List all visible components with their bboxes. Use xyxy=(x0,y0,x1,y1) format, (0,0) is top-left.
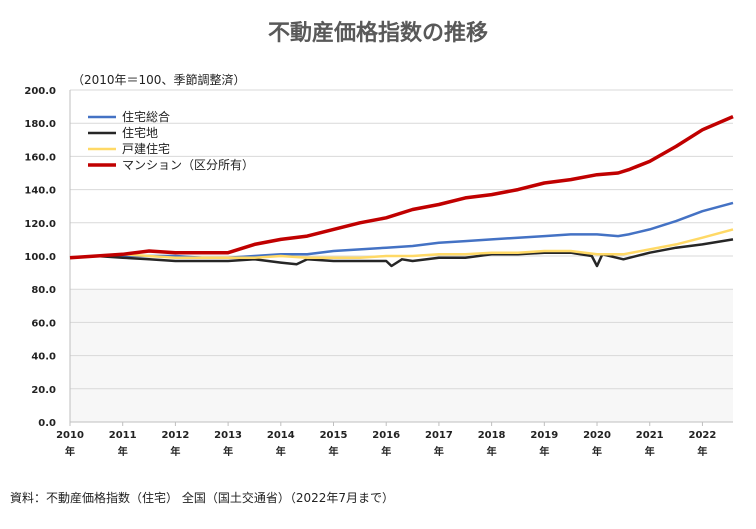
x-tick-unit: 年 xyxy=(539,445,549,458)
y-tick-label: 140.0 xyxy=(24,186,56,197)
x-tick-unit: 年 xyxy=(118,445,128,458)
legend-label: 住宅地 xyxy=(122,125,158,140)
y-tick-label: 0.0 xyxy=(38,418,56,429)
x-tick-unit: 年 xyxy=(487,445,497,458)
x-tick-label: 2010 xyxy=(56,430,84,441)
y-tick-label: 100.0 xyxy=(24,252,56,263)
legend-label: 戸建住宅 xyxy=(122,141,170,156)
chart-title: 不動産価格指数の推移 xyxy=(268,20,488,46)
x-tick-label: 2021 xyxy=(636,430,664,441)
x-tick-label: 2011 xyxy=(109,430,137,441)
x-tick-label: 2022 xyxy=(689,430,717,441)
y-tick-label: 120.0 xyxy=(24,219,56,230)
x-tick-unit: 年 xyxy=(223,445,233,458)
x-tick-unit: 年 xyxy=(645,445,655,458)
y-tick-label: 80.0 xyxy=(31,285,56,296)
y-tick-label: 20.0 xyxy=(31,385,56,396)
legend-label: 住宅総合 xyxy=(122,109,170,124)
x-tick-unit: 年 xyxy=(276,445,286,458)
y-tick-label: 200.0 xyxy=(24,86,56,97)
x-tick-label: 2014 xyxy=(267,430,295,441)
legend-label: マンション（区分所有） xyxy=(122,158,254,172)
x-tick-label: 2016 xyxy=(372,430,400,441)
series-line-2 xyxy=(69,228,734,259)
x-tick-unit: 年 xyxy=(329,445,339,458)
x-tick-label: 2020 xyxy=(583,430,611,441)
y-tick-label: 40.0 xyxy=(31,352,56,363)
series-line-3 xyxy=(69,114,734,260)
x-tick-unit: 年 xyxy=(434,445,444,458)
x-tick-label: 2019 xyxy=(530,430,558,441)
chart-source: 資料：不動産価格指数（住宅） 全国（国土交通省）（2022年7月まで） xyxy=(10,490,394,505)
x-tick-unit: 年 xyxy=(170,445,180,458)
series-lines xyxy=(69,114,734,268)
x-axis-ticks: 2010 年 2011 年 2012 年 2013 年 2014 年 2015 年 2016 年 2017 年… xyxy=(56,422,716,458)
x-tick-label: 2013 xyxy=(214,430,242,441)
x-tick-unit: 年 xyxy=(592,445,602,458)
chart-note: （2010年＝100、季節調整済） xyxy=(72,72,245,87)
x-tick-label: 2015 xyxy=(320,430,348,441)
y-tick-label: 180.0 xyxy=(24,119,56,130)
y-tick-label: 160.0 xyxy=(24,152,56,163)
x-tick-label: 2018 xyxy=(478,430,506,441)
x-tick-unit: 年 xyxy=(381,445,391,458)
x-tick-label: 2017 xyxy=(425,430,453,441)
y-tick-label: 60.0 xyxy=(31,318,56,329)
y-axis-ticks: 0.0 20.0 40.0 60.0 80.0 100.0 120.0 140.0 160.0 1… xyxy=(24,86,56,429)
x-tick-label: 2012 xyxy=(161,430,189,441)
x-tick-unit: 年 xyxy=(65,445,75,458)
x-tick-unit: 年 xyxy=(697,445,707,458)
